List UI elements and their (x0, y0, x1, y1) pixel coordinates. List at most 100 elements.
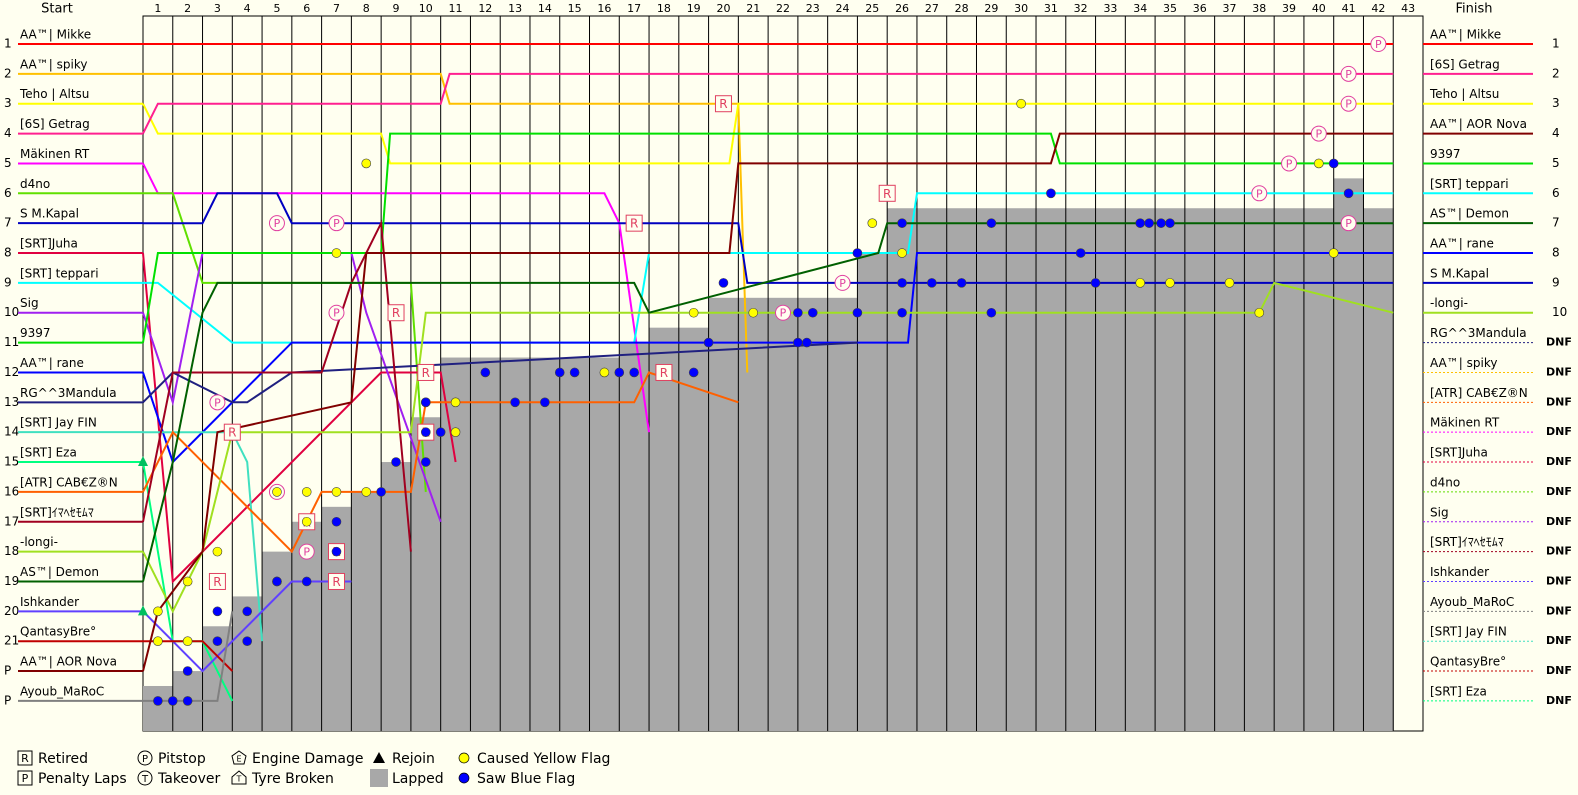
lap-label: 38 (1252, 2, 1266, 15)
driver-line (142, 219, 412, 552)
flag-marker (1046, 188, 1056, 199)
pitstop-letter: P (839, 277, 846, 290)
icon-dot (458, 752, 470, 764)
flag-marker (1016, 98, 1026, 109)
icon-circle (137, 750, 153, 766)
flag-marker (272, 487, 282, 497)
flag-marker (1144, 218, 1154, 228)
flag-marker (688, 307, 699, 318)
finish-result: 10 (1552, 305, 1567, 319)
pitstop-letter: P (1256, 187, 1263, 200)
finish-name: AA™| Mikke (1430, 28, 1501, 42)
flag-marker (1224, 278, 1235, 288)
start-position: 13 (4, 395, 19, 409)
start-name: Sig (20, 296, 39, 310)
flag-marker (450, 427, 461, 437)
flag-marker (554, 367, 565, 378)
retired-marker (655, 363, 673, 381)
flag-marker (852, 307, 863, 318)
lap-label: 15 (568, 2, 582, 15)
driver-line (143, 192, 427, 492)
pitstop-letter: P (333, 217, 340, 230)
lap-label: 14 (538, 2, 552, 15)
finish-result: DNF (1546, 574, 1572, 587)
lapped-area (1214, 208, 1245, 732)
start-position: 7 (4, 216, 12, 230)
start-position: P (4, 693, 11, 707)
lapped-area (559, 357, 591, 731)
finish-name: [6S] Getrag (1430, 57, 1500, 71)
retired-letter: R (392, 306, 400, 320)
finish-name: Teho | Altsu (1429, 87, 1499, 101)
retired-letter: R (422, 366, 430, 380)
flag-marker (599, 367, 610, 378)
icon-lapped (370, 769, 388, 787)
lap-label: 10 (419, 2, 433, 15)
pitstop-letter: P (274, 217, 281, 230)
lapped-area (1274, 208, 1305, 732)
lapped-area (143, 685, 174, 731)
legend-label: Rejoin (392, 751, 435, 767)
finish-result: DNF (1546, 664, 1572, 677)
flag-marker (212, 636, 223, 647)
driver-line (142, 162, 650, 433)
flag-marker (301, 576, 312, 587)
finish-name: [ATR] CAB€Z®N (1430, 386, 1528, 400)
icon-box (17, 770, 33, 786)
start-position: 18 (4, 544, 19, 558)
finish-result: 1 (1552, 37, 1560, 51)
lapped-area (768, 297, 799, 731)
rejoin-marker (138, 605, 148, 616)
flag-marker (301, 516, 312, 527)
flag-marker (748, 307, 759, 318)
finish-result: 9 (1552, 275, 1560, 289)
start-name: [SRT]Juha (20, 237, 78, 251)
lap-label: 31 (1044, 2, 1058, 15)
pitstop-marker (298, 543, 315, 560)
flag-marker (718, 278, 729, 288)
lapped-area (589, 357, 620, 731)
flag-marker (1135, 218, 1146, 228)
flag-marker (1156, 218, 1166, 228)
driver-line (142, 281, 1394, 614)
flag-marker (1075, 248, 1086, 258)
lap-label: 2 (184, 2, 191, 15)
flag-marker (956, 278, 967, 288)
lap-label: 4 (244, 2, 251, 15)
lap-label: 34 (1133, 2, 1147, 15)
finish-name: [SRT] Eza (1430, 684, 1487, 698)
flag-marker (897, 248, 907, 258)
lap-label: 24 (836, 2, 850, 15)
start-name: AA™| rane (20, 356, 84, 370)
finish-result: DNF (1546, 634, 1572, 647)
retired-letter: R (213, 575, 221, 589)
start-position: 3 (4, 96, 12, 110)
lap-label: 37 (1223, 2, 1237, 15)
pitstop-marker (1281, 155, 1298, 172)
flag-marker (986, 307, 997, 318)
finish-title: Finish (1455, 2, 1492, 17)
pitstop-marker (1310, 125, 1327, 142)
finish-result: DNF (1546, 515, 1572, 528)
pitstop-letter: P (1345, 217, 1352, 230)
flag-marker (242, 606, 252, 617)
lapped-area (827, 297, 858, 731)
flag-marker (867, 218, 878, 228)
flag-marker (435, 427, 446, 437)
finish-name: RG^^3Mandula (1430, 326, 1527, 340)
start-position: 10 (4, 305, 19, 319)
start-name: d4no (20, 177, 50, 191)
flag-marker (793, 337, 803, 348)
flag-marker (480, 367, 491, 378)
lapped-area (678, 327, 710, 731)
rejoin-marker (138, 456, 148, 467)
lap-label: 16 (597, 2, 611, 15)
finish-result: DNF (1546, 425, 1572, 438)
start-name: RG^^3Mandula (20, 386, 117, 400)
finish-name: Sig (1430, 505, 1449, 519)
start-name: 9397 (20, 326, 51, 340)
retired-marker (327, 572, 345, 590)
pitstop-marker (209, 394, 226, 411)
start-name: [SRT]ｲﾏﾍｾﾓﾑﾏ (20, 505, 94, 519)
lapped-area (321, 506, 352, 731)
